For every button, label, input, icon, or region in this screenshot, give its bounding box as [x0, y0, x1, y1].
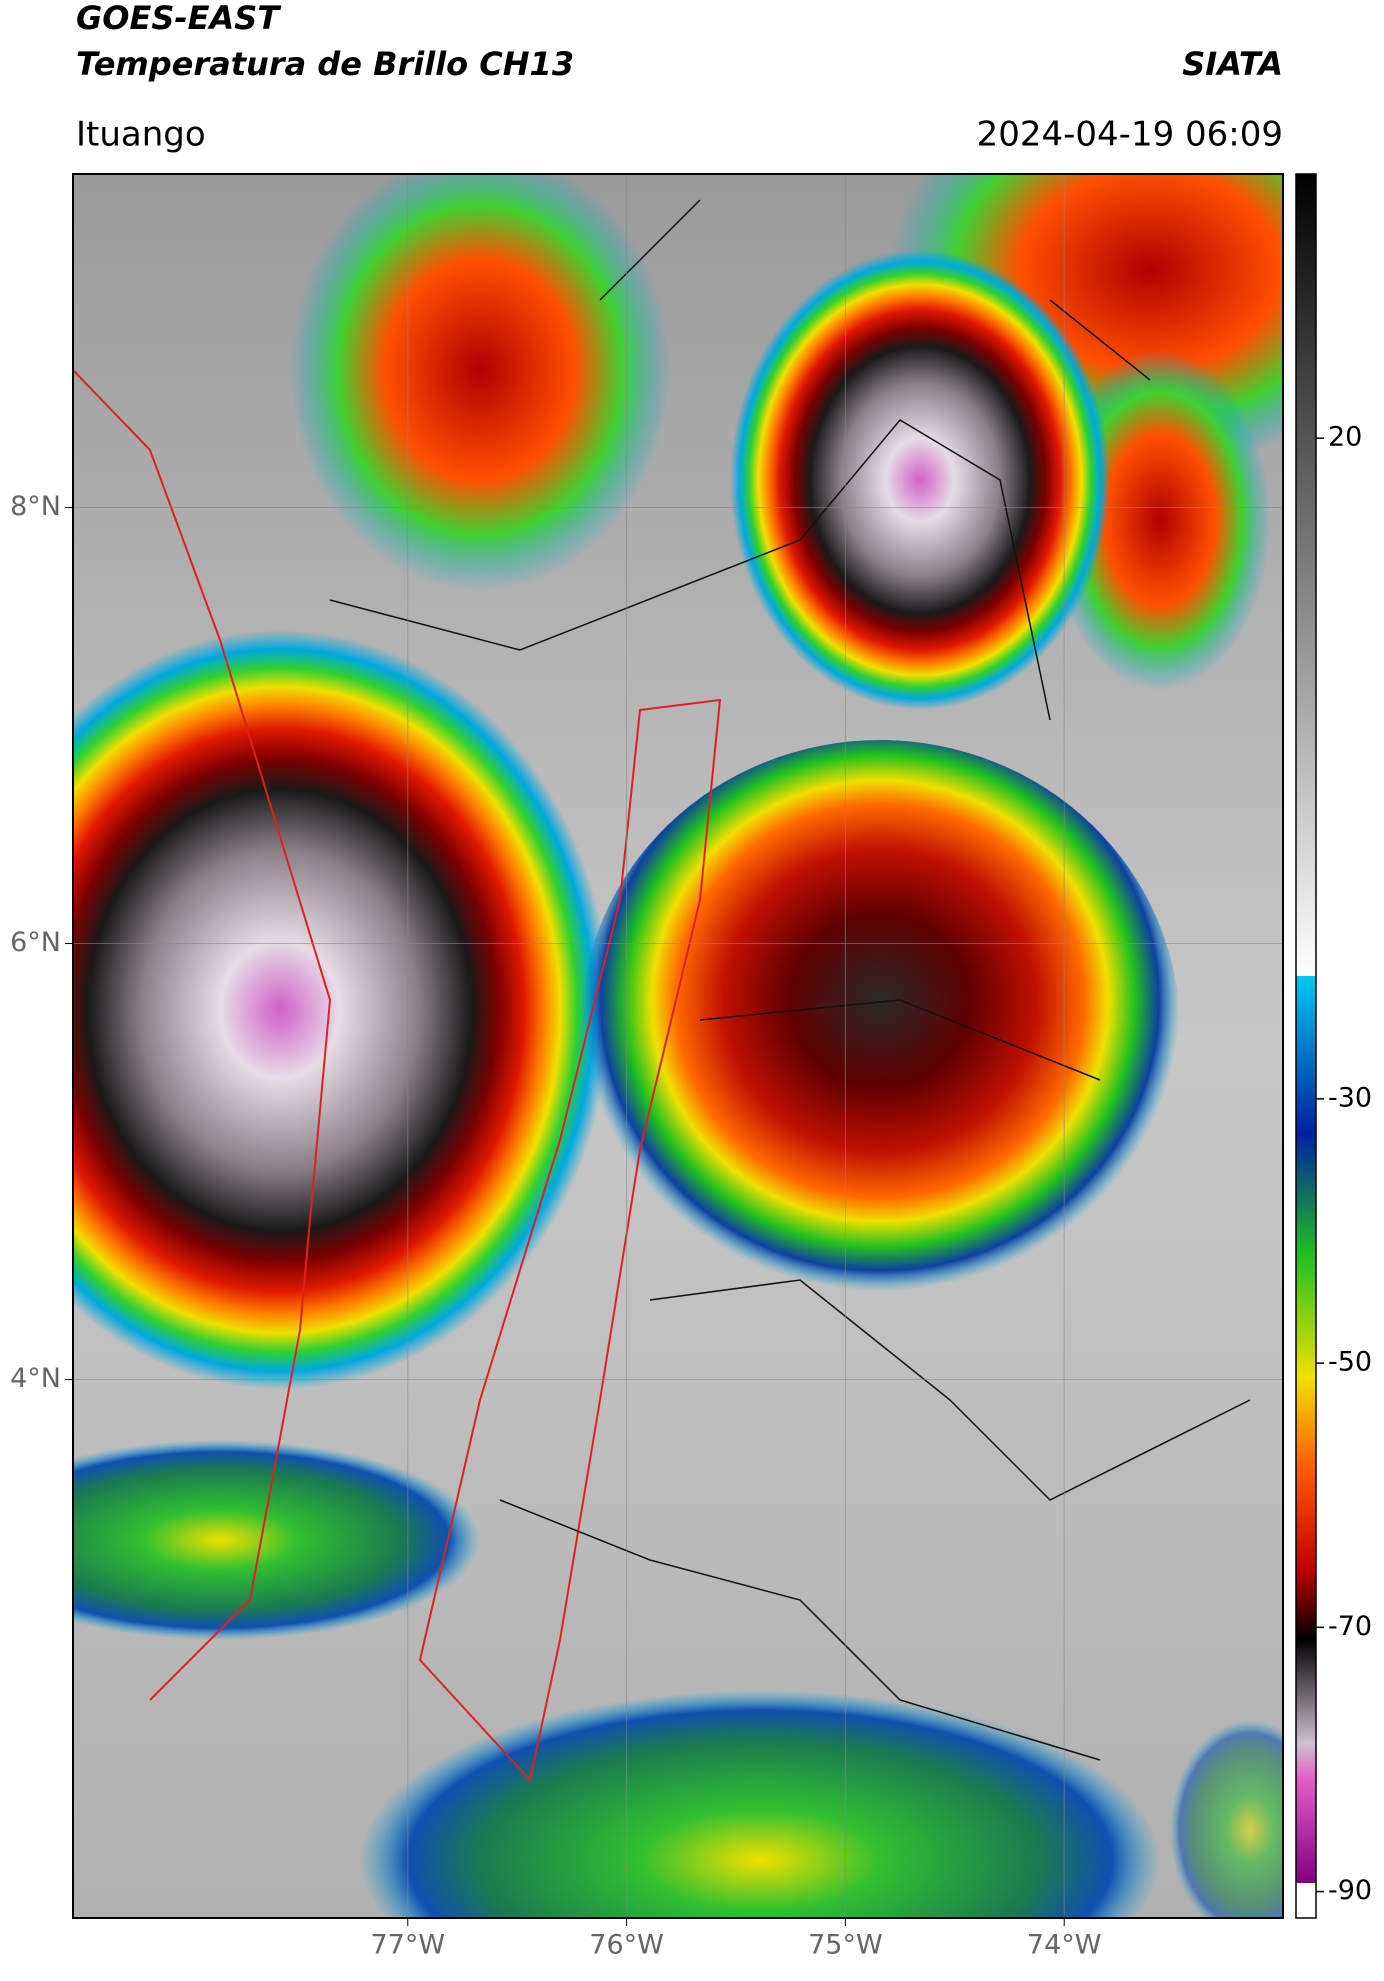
y-tick-label: 8°N [10, 491, 61, 522]
subtitle: Temperatura de Brillo CH13 [76, 45, 574, 83]
location: Ituango [76, 115, 206, 155]
colorbar-tick-label: 20 [1328, 422, 1362, 453]
map-frame [72, 173, 1284, 1919]
x-tick-label: 77°W [370, 1930, 445, 1961]
source: SIATA [1182, 45, 1283, 83]
satellite-image [73, 174, 1283, 1918]
colorbar [1295, 173, 1317, 1919]
y-tick-label: 6°N [10, 927, 61, 958]
colorbar-tick-label: -70 [1328, 1611, 1372, 1642]
datetime: 2024-04-19 06:09 [977, 115, 1283, 155]
title: GOES-EAST [76, 0, 281, 37]
x-tick-label: 75°W [808, 1930, 883, 1961]
colorbar-tick-label: -50 [1328, 1347, 1372, 1378]
colorbar-tick-label: -90 [1328, 1875, 1372, 1906]
y-tick-label: 4°N [10, 1363, 61, 1394]
x-tick-label: 76°W [589, 1930, 664, 1961]
colorbar-tick-label: -30 [1328, 1082, 1372, 1113]
x-tick-label: 74°W [1027, 1930, 1102, 1961]
